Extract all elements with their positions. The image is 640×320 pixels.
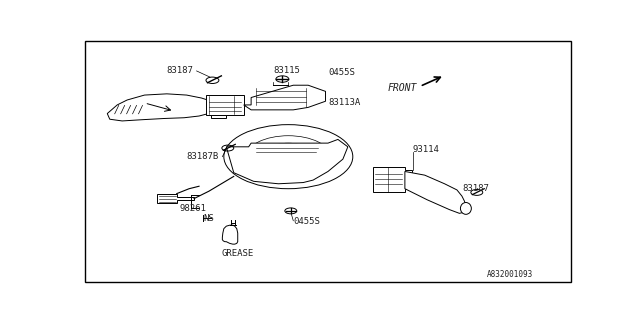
Polygon shape bbox=[222, 225, 237, 244]
Polygon shape bbox=[372, 166, 412, 192]
Text: GREASE: GREASE bbox=[221, 250, 253, 259]
Text: 83113A: 83113A bbox=[328, 98, 360, 107]
Text: 0455S: 0455S bbox=[328, 68, 355, 77]
Text: 83187: 83187 bbox=[167, 66, 194, 75]
Polygon shape bbox=[405, 172, 467, 213]
Text: FRONT: FRONT bbox=[388, 83, 417, 93]
Polygon shape bbox=[157, 194, 194, 204]
Polygon shape bbox=[108, 94, 216, 121]
Polygon shape bbox=[227, 140, 348, 184]
Text: 0455S: 0455S bbox=[293, 218, 320, 227]
Text: 93114: 93114 bbox=[412, 145, 439, 154]
Text: 83187B: 83187B bbox=[187, 152, 219, 161]
Text: NS: NS bbox=[203, 214, 214, 223]
Polygon shape bbox=[244, 85, 326, 110]
Text: 83187: 83187 bbox=[462, 184, 489, 193]
Polygon shape bbox=[211, 115, 227, 118]
Ellipse shape bbox=[460, 203, 471, 214]
Text: 83115: 83115 bbox=[273, 66, 300, 75]
Text: A832001093: A832001093 bbox=[486, 270, 533, 279]
Bar bbox=[207, 95, 244, 115]
Text: 98261: 98261 bbox=[179, 204, 206, 213]
